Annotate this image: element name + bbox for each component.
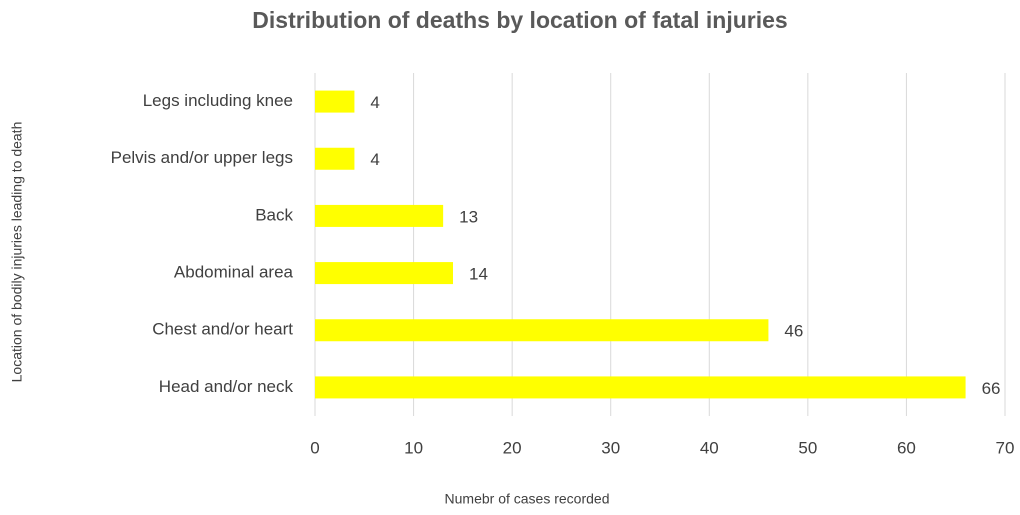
y-tick-label: Back <box>255 205 293 224</box>
y-tick-label: Pelvis and/or upper legs <box>111 148 293 167</box>
data-label: 46 <box>784 322 803 341</box>
x-tick-label: 50 <box>798 438 817 457</box>
data-label: 66 <box>982 379 1001 398</box>
data-label: 4 <box>370 150 379 169</box>
x-tick-label: 0 <box>310 438 319 457</box>
data-label: 4 <box>370 93 379 112</box>
bar <box>315 262 453 285</box>
y-tick-label: Legs including knee <box>143 91 293 110</box>
x-axis-label: Numebr of cases recorded <box>445 491 610 507</box>
y-axis-label: Location of bodily injuries leading to d… <box>9 122 25 383</box>
chart-title: Distribution of deaths by location of fa… <box>252 7 787 33</box>
y-tick-label: Chest and/or heart <box>152 320 293 339</box>
x-tick-label: 70 <box>996 438 1015 457</box>
y-tick-label: Abdominal area <box>174 263 294 282</box>
data-label: 13 <box>459 207 478 226</box>
data-label: 14 <box>469 265 488 284</box>
x-tick-label: 20 <box>503 438 522 457</box>
y-tick-label: Head and/or neck <box>159 377 294 396</box>
bar <box>315 147 355 170</box>
x-tick-label: 60 <box>897 438 916 457</box>
bar <box>315 204 444 227</box>
bar <box>315 90 355 113</box>
x-tick-label: 10 <box>404 438 423 457</box>
bar <box>315 376 966 399</box>
bar <box>315 319 769 342</box>
x-tick-label: 40 <box>700 438 719 457</box>
x-tick-label: 30 <box>601 438 620 457</box>
